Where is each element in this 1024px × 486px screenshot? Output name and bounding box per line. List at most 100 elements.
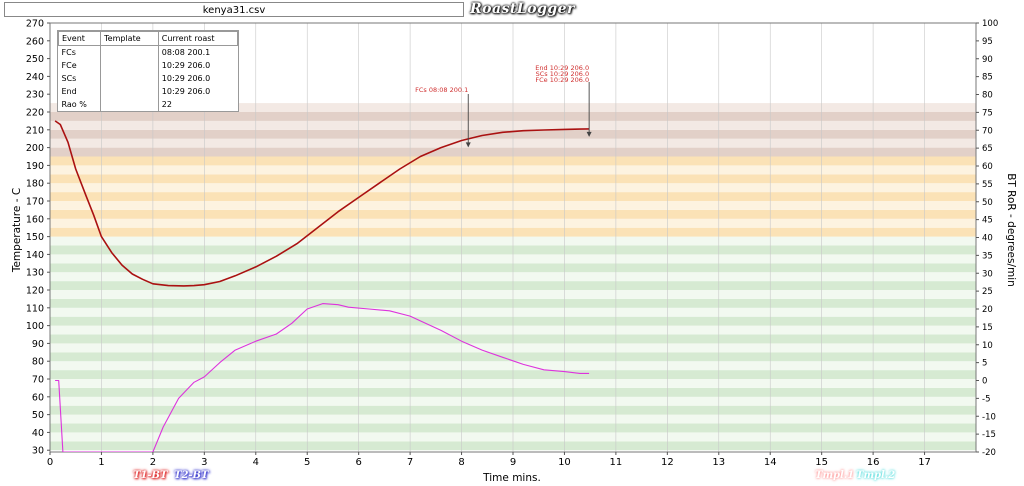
table-row: End 10:29 206.0 (59, 85, 238, 98)
annotation-end: End 10:29 206.0 (535, 64, 589, 72)
y2-tick-label: 70 (982, 126, 993, 136)
legend-template-2[interactable]: Tmpl.2 (856, 470, 896, 481)
event-name: Rao % (61, 100, 87, 109)
y2-axis-label: BT RoR - degrees/min (1005, 173, 1017, 287)
event-name: FCe (61, 61, 77, 70)
y2-tick-label: 75 (982, 108, 993, 118)
annotation-fce: FCe 10:29 206.0 (535, 76, 589, 84)
y2-tick-label: 0 (982, 377, 987, 387)
y-tick-label: 260 (26, 36, 44, 47)
x-tick-label: 13 (712, 457, 725, 468)
event-current: 10:29 206.0 (161, 74, 211, 83)
y2-tick-label: 50 (982, 198, 993, 208)
x-tick-label: 7 (407, 457, 413, 468)
x-tick-label: 6 (355, 457, 361, 468)
rate-of-rise-line (55, 303, 590, 452)
x-tick-label: 14 (764, 457, 777, 468)
y-tick-label: 150 (26, 232, 44, 243)
x-axis-label: Time mins. (482, 472, 541, 484)
annotation-scs: SCs 10:29 206.0 (536, 70, 590, 78)
y-tick-label: 30 (32, 446, 44, 457)
x-tick-label: 12 (661, 457, 674, 468)
table-row: SCs 10:29 206.0 (59, 72, 238, 85)
table-row: Rao % 22 (59, 98, 238, 111)
event-name: SCs (61, 74, 77, 83)
y-tick-label: 70 (32, 375, 44, 386)
y2-tick-label: 15 (982, 323, 993, 333)
x-tick-label: 15 (815, 457, 828, 468)
event-template (100, 98, 159, 111)
y2-tick-label: -20 (982, 448, 996, 458)
legend-t2-bt[interactable]: T2-BT (174, 470, 209, 481)
y2-tick-label: 85 (982, 73, 993, 83)
filename-field[interactable]: kenya31.csv (4, 2, 464, 17)
event-current: 10:29 206.0 (161, 87, 211, 96)
axes: 3040506070809010011012013014015016017018… (26, 19, 998, 469)
y-tick-label: 170 (26, 197, 44, 208)
event-template (100, 85, 159, 98)
y-tick-label: 200 (26, 143, 44, 154)
y-tick-label: 100 (26, 321, 44, 332)
y-tick-label: 270 (26, 19, 44, 30)
x-tick-label: 5 (304, 457, 310, 468)
y2-tick-label: 35 (982, 251, 993, 261)
y2-tick-label: 90 (982, 55, 993, 65)
y-tick-label: 90 (32, 339, 44, 350)
header-current-roast: Current roast (157, 31, 239, 46)
event-template (100, 72, 159, 85)
annotation-fcs: FCs 08:08 200.1 (415, 86, 468, 94)
y-tick-label: 80 (32, 357, 44, 368)
x-tick-label: 1 (98, 457, 104, 468)
legend-t1-bt[interactable]: T1-BT (133, 470, 168, 481)
y2-tick-label: 100 (982, 19, 998, 29)
event-name: End (61, 87, 77, 96)
y2-tick-label: -15 (982, 430, 996, 440)
x-tick-label: 8 (458, 457, 464, 468)
y-tick-label: 210 (26, 125, 44, 136)
y-axis-label: Temperature - C (11, 188, 23, 273)
header-template: Template (100, 31, 159, 46)
y2-tick-label: 80 (982, 91, 993, 101)
table-row: FCs 08:08 200.1 (59, 45, 238, 59)
event-current: 10:29 206.0 (161, 61, 211, 70)
y2-tick-label: -5 (982, 394, 990, 404)
y-tick-label: 60 (32, 392, 44, 403)
table-row: FCe 10:29 206.0 (59, 59, 238, 72)
legend-template-1[interactable]: Tmpl.1 (815, 470, 855, 481)
events-table: Event Template Current roast FCs 08:08 2… (57, 30, 239, 112)
y-tick-label: 110 (26, 303, 44, 314)
y-tick-label: 120 (26, 286, 44, 297)
y-tick-label: 50 (32, 410, 44, 421)
y2-tick-label: 5 (982, 359, 987, 369)
y-tick-label: 180 (26, 179, 44, 190)
events-table-header: Event Template Current roast (57, 31, 239, 46)
app-logo: RoastLogger (470, 1, 575, 17)
event-template (100, 59, 159, 72)
y2-tick-label: 30 (982, 269, 993, 279)
event-name: FCs (61, 48, 76, 57)
x-tick-label: 3 (201, 457, 207, 468)
x-tick-label: 9 (510, 457, 516, 468)
y2-tick-label: 65 (982, 144, 993, 154)
y-tick-label: 140 (26, 250, 44, 261)
y2-tick-label: 20 (982, 305, 993, 315)
y-tick-label: 220 (26, 108, 44, 119)
event-current: 08:08 200.1 (161, 48, 211, 57)
y2-tick-label: -10 (982, 412, 996, 422)
y2-tick-label: 25 (982, 287, 993, 297)
x-tick-label: 0 (47, 457, 53, 468)
y2-tick-label: 10 (982, 341, 993, 351)
y2-tick-label: 40 (982, 234, 993, 244)
y2-tick-label: 60 (982, 162, 993, 172)
event-template (100, 45, 159, 59)
y-tick-label: 160 (26, 214, 44, 225)
annotation-end-arrow-head (586, 131, 592, 137)
y-tick-label: 190 (26, 161, 44, 172)
y-tick-label: 250 (26, 54, 44, 65)
header-event: Event (57, 31, 102, 46)
x-tick-label: 4 (253, 457, 259, 468)
y-tick-label: 130 (26, 268, 44, 279)
y-tick-label: 230 (26, 90, 44, 101)
